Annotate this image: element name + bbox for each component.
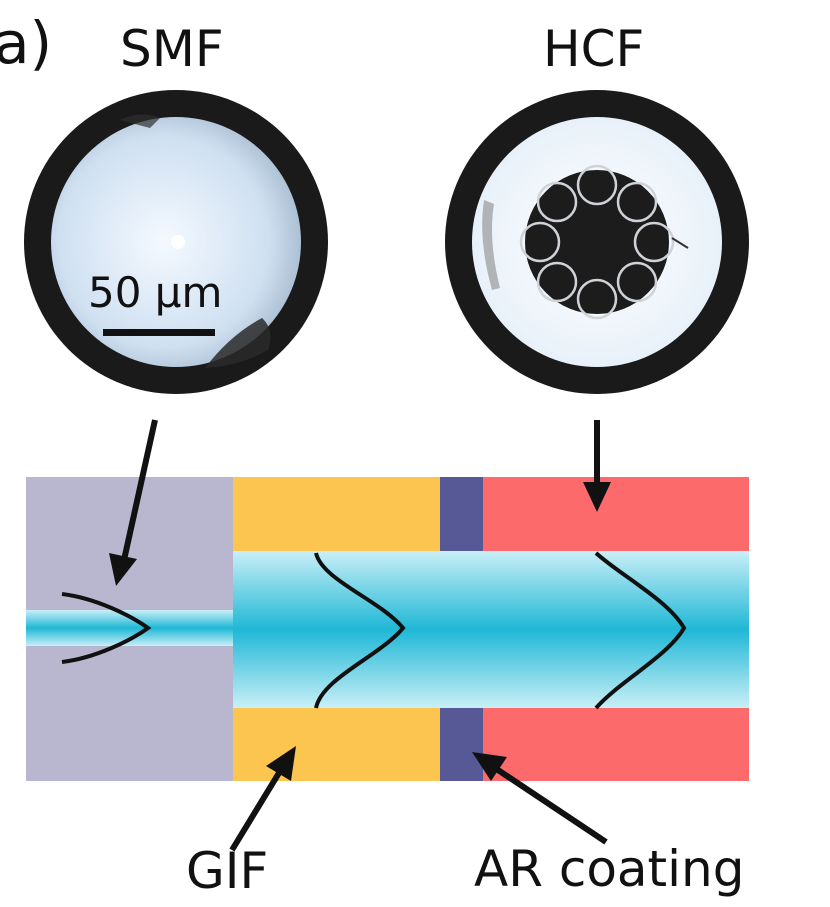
capillary xyxy=(576,278,618,320)
capillary xyxy=(519,221,561,263)
capillary xyxy=(616,261,658,303)
gif-mode-profile xyxy=(314,552,406,709)
hcf-hollow-region xyxy=(525,170,669,314)
hcf-crack xyxy=(671,237,689,249)
hcf-mode-profile xyxy=(594,551,687,710)
gif-label: GIF xyxy=(186,842,269,900)
scale-bar-label: 50 μm xyxy=(88,268,223,317)
smf-micrograph-icon xyxy=(24,90,328,394)
smf-debris xyxy=(205,318,271,368)
gif-pointer-arrow xyxy=(229,746,296,852)
hcf-title: HCF xyxy=(543,20,645,78)
hcf-edge-artifact xyxy=(482,200,500,290)
arrows xyxy=(109,419,611,852)
ar-coating-label: AR coating xyxy=(474,840,745,898)
capillary xyxy=(576,164,618,206)
hcf-capillary-ring xyxy=(519,164,675,320)
capillary xyxy=(536,261,578,303)
hcf-micrograph-icon xyxy=(445,90,749,394)
ar-pointer-arrow xyxy=(472,752,608,845)
expanded-core xyxy=(233,551,749,708)
hcf-pointer-arrow xyxy=(583,420,611,512)
panel-label: a) xyxy=(0,9,53,77)
splice-schematic xyxy=(26,477,749,781)
smf-core-spot xyxy=(171,235,185,249)
smf-pointer-arrow xyxy=(109,419,158,586)
smf-title: SMF xyxy=(120,20,224,78)
capillary xyxy=(536,181,578,223)
capillary xyxy=(633,221,675,263)
scale-bar xyxy=(103,329,215,336)
smf-edge-artifact xyxy=(120,114,160,128)
capillary xyxy=(616,181,658,223)
smf-mode-profile xyxy=(61,592,152,664)
